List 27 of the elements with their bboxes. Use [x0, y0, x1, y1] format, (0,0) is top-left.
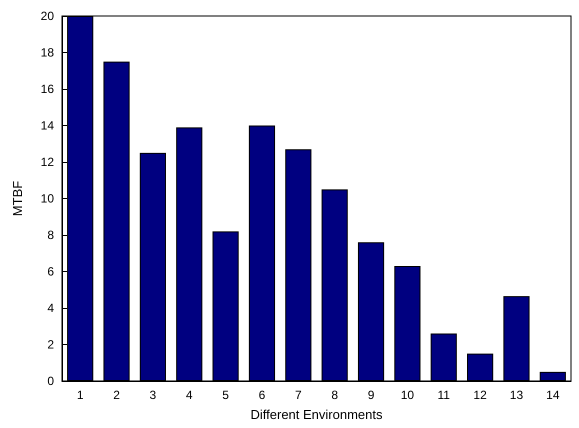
- x-tick-label: 9: [368, 388, 375, 402]
- y-tick-label: 16: [40, 82, 54, 96]
- y-tick-label: 0: [47, 374, 54, 388]
- y-tick-label: 18: [40, 46, 54, 60]
- x-tick-label: 2: [113, 388, 120, 402]
- x-tick-label: 12: [473, 388, 488, 402]
- x-tick-label: 3: [150, 388, 157, 402]
- y-axis-title: MTBF: [10, 180, 25, 216]
- y-tick-label: 8: [47, 228, 54, 242]
- y-tick-label: 4: [47, 301, 54, 315]
- y-tick-label: 14: [40, 118, 54, 132]
- y-tick-label: 12: [40, 155, 54, 169]
- x-tick-label: 14: [546, 388, 560, 402]
- y-tick-label: 10: [40, 192, 54, 206]
- x-tick-label: 7: [294, 388, 302, 402]
- x-axis-title: Different Environments: [250, 407, 383, 422]
- x-tick-label: 10: [400, 388, 414, 402]
- x-tick-label: 13: [510, 388, 524, 402]
- y-tick-label: 20: [40, 9, 54, 23]
- x-tick-label: 6: [258, 388, 266, 402]
- x-tick-label: 1: [76, 388, 84, 402]
- y-tick-label: 2: [47, 338, 54, 352]
- x-tick-label: 8: [331, 388, 338, 402]
- x-tick-label: 11: [438, 388, 450, 402]
- y-tick-label: 6: [47, 264, 54, 278]
- x-tick-label: 5: [222, 388, 230, 402]
- x-tick-label: 4: [186, 388, 193, 402]
